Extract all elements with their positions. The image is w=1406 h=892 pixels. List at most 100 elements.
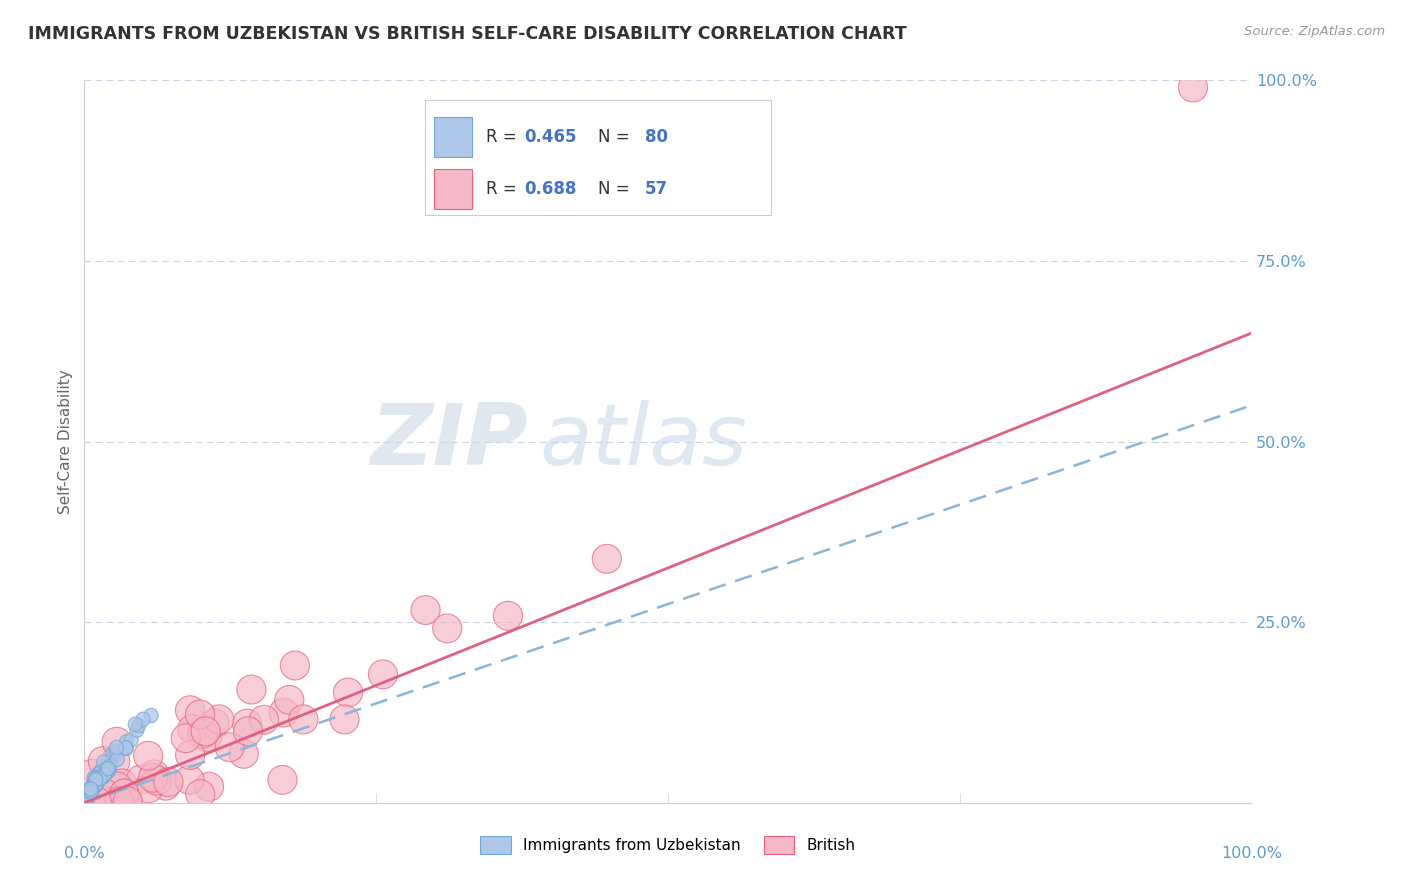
Ellipse shape xyxy=(124,733,138,747)
Ellipse shape xyxy=(87,772,101,787)
Ellipse shape xyxy=(83,783,112,812)
Text: IMMIGRANTS FROM UZBEKISTAN VS BRITISH SELF-CARE DISABILITY CORRELATION CHART: IMMIGRANTS FROM UZBEKISTAN VS BRITISH SE… xyxy=(28,25,907,43)
Ellipse shape xyxy=(232,709,262,738)
Ellipse shape xyxy=(90,773,104,788)
Ellipse shape xyxy=(215,733,245,762)
Ellipse shape xyxy=(87,779,101,793)
Ellipse shape xyxy=(103,727,131,756)
Ellipse shape xyxy=(177,714,207,744)
Text: 80: 80 xyxy=(644,128,668,145)
Ellipse shape xyxy=(110,744,124,759)
Ellipse shape xyxy=(97,755,111,769)
Ellipse shape xyxy=(93,764,107,779)
Ellipse shape xyxy=(82,786,96,800)
Text: 0.688: 0.688 xyxy=(524,180,576,198)
Ellipse shape xyxy=(89,747,118,775)
Ellipse shape xyxy=(97,768,111,783)
Ellipse shape xyxy=(105,747,120,761)
Ellipse shape xyxy=(98,762,112,777)
Ellipse shape xyxy=(89,778,117,806)
Ellipse shape xyxy=(91,772,105,788)
Ellipse shape xyxy=(82,789,96,803)
Ellipse shape xyxy=(269,698,298,727)
Ellipse shape xyxy=(100,764,114,779)
Ellipse shape xyxy=(83,781,97,797)
Ellipse shape xyxy=(93,772,107,786)
Ellipse shape xyxy=(103,759,117,773)
Ellipse shape xyxy=(84,782,98,797)
Ellipse shape xyxy=(83,786,97,801)
Text: N =: N = xyxy=(598,180,634,198)
Text: 0.0%: 0.0% xyxy=(65,847,104,861)
Ellipse shape xyxy=(84,782,98,797)
Ellipse shape xyxy=(112,787,142,816)
Ellipse shape xyxy=(86,780,100,795)
Ellipse shape xyxy=(120,741,134,756)
Ellipse shape xyxy=(89,778,101,792)
Ellipse shape xyxy=(200,709,229,738)
Ellipse shape xyxy=(77,759,107,789)
Ellipse shape xyxy=(142,766,172,795)
Ellipse shape xyxy=(89,772,103,787)
Ellipse shape xyxy=(83,787,97,802)
Ellipse shape xyxy=(86,779,100,794)
Ellipse shape xyxy=(89,777,103,791)
Ellipse shape xyxy=(83,785,97,799)
Ellipse shape xyxy=(280,651,309,680)
Ellipse shape xyxy=(84,783,98,797)
Ellipse shape xyxy=(134,741,163,770)
Ellipse shape xyxy=(82,788,96,803)
Ellipse shape xyxy=(82,787,111,816)
Ellipse shape xyxy=(494,601,523,631)
Ellipse shape xyxy=(249,706,278,734)
Ellipse shape xyxy=(96,769,110,784)
Ellipse shape xyxy=(174,765,204,794)
Ellipse shape xyxy=(111,752,124,766)
Ellipse shape xyxy=(288,705,318,734)
Ellipse shape xyxy=(186,700,215,729)
Ellipse shape xyxy=(433,614,461,643)
Ellipse shape xyxy=(79,790,93,805)
Ellipse shape xyxy=(176,740,205,770)
Ellipse shape xyxy=(333,678,363,707)
Ellipse shape xyxy=(87,771,101,785)
Ellipse shape xyxy=(89,778,103,792)
Ellipse shape xyxy=(592,544,621,574)
Y-axis label: Self-Care Disability: Self-Care Disability xyxy=(58,369,73,514)
Ellipse shape xyxy=(112,787,142,816)
Ellipse shape xyxy=(80,783,94,798)
Ellipse shape xyxy=(269,765,297,794)
Ellipse shape xyxy=(89,772,103,786)
Ellipse shape xyxy=(110,780,139,809)
Text: R =: R = xyxy=(486,128,522,145)
Ellipse shape xyxy=(233,717,263,746)
Text: R =: R = xyxy=(486,180,522,198)
Ellipse shape xyxy=(104,753,118,767)
FancyBboxPatch shape xyxy=(434,169,472,209)
Ellipse shape xyxy=(274,685,304,714)
Ellipse shape xyxy=(79,792,93,806)
Ellipse shape xyxy=(93,766,107,780)
Ellipse shape xyxy=(84,785,98,799)
Ellipse shape xyxy=(89,774,103,789)
Ellipse shape xyxy=(193,723,222,751)
Legend: Immigrants from Uzbekistan, British: Immigrants from Uzbekistan, British xyxy=(474,830,862,860)
Ellipse shape xyxy=(128,717,142,731)
FancyBboxPatch shape xyxy=(434,117,472,157)
Ellipse shape xyxy=(188,720,217,748)
Ellipse shape xyxy=(89,775,103,789)
Ellipse shape xyxy=(82,788,96,803)
Ellipse shape xyxy=(129,723,143,738)
Ellipse shape xyxy=(150,772,180,800)
Ellipse shape xyxy=(94,787,124,816)
Ellipse shape xyxy=(84,785,98,799)
Ellipse shape xyxy=(89,770,101,784)
Ellipse shape xyxy=(90,775,104,789)
Ellipse shape xyxy=(110,740,124,755)
Ellipse shape xyxy=(79,793,93,807)
Ellipse shape xyxy=(79,792,93,807)
Ellipse shape xyxy=(90,770,104,784)
Ellipse shape xyxy=(101,762,115,776)
Ellipse shape xyxy=(145,708,157,723)
Ellipse shape xyxy=(82,787,110,816)
